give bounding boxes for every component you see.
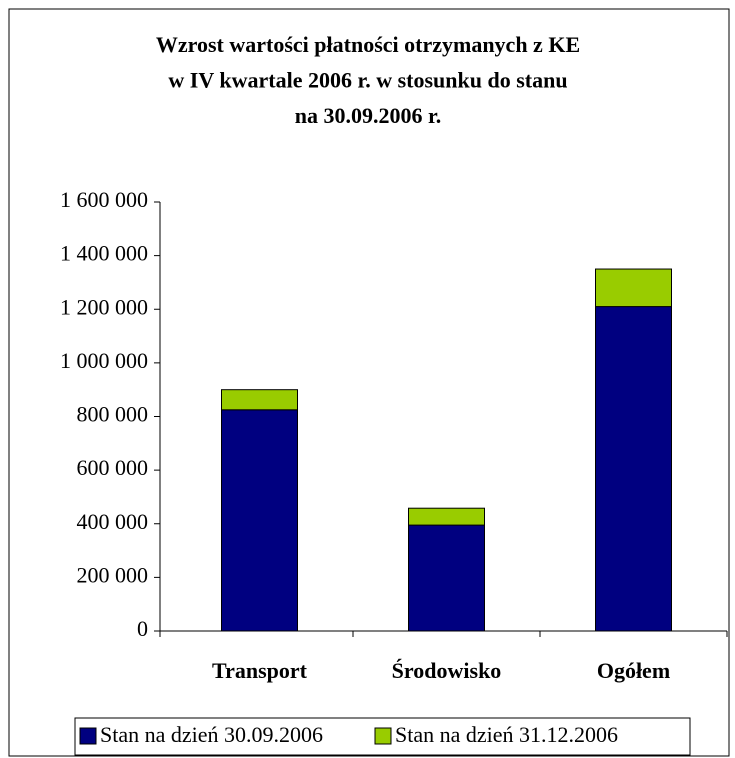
- bar-segment: [595, 306, 672, 632]
- bar-segment: [221, 409, 298, 632]
- chart-title: w IV kwartale 2006 r. w stosunku do stan…: [168, 68, 567, 93]
- chart-title: Wzrost wartości płatności otrzymanych z …: [156, 32, 580, 57]
- chart-title: na 30.09.2006 r.: [295, 103, 441, 128]
- legend-swatch: [374, 727, 392, 745]
- legend-swatch: [79, 727, 97, 745]
- y-tick-label: 0: [137, 616, 148, 641]
- legend-label: Stan na dzień 31.12.2006: [395, 722, 618, 747]
- bar-segment: [408, 524, 485, 632]
- y-tick-label: 1 400 000: [60, 241, 148, 266]
- y-tick-label: 1 000 000: [60, 348, 148, 373]
- x-tick-label: Transport: [212, 658, 308, 683]
- bar-segment: [595, 268, 672, 308]
- x-tick-label: Środowisko: [392, 658, 502, 683]
- legend-label: Stan na dzień 30.09.2006: [100, 722, 323, 747]
- bar-segment: [408, 507, 485, 526]
- y-tick-label: 1 200 000: [60, 294, 148, 319]
- y-tick-label: 200 000: [77, 562, 149, 587]
- bar-segment: [221, 389, 298, 411]
- y-tick-label: 1 600 000: [60, 187, 148, 212]
- y-tick-label: 800 000: [77, 402, 149, 427]
- x-tick-label: Ogółem: [597, 658, 670, 683]
- y-tick-label: 400 000: [77, 509, 149, 534]
- y-tick-label: 600 000: [77, 455, 149, 480]
